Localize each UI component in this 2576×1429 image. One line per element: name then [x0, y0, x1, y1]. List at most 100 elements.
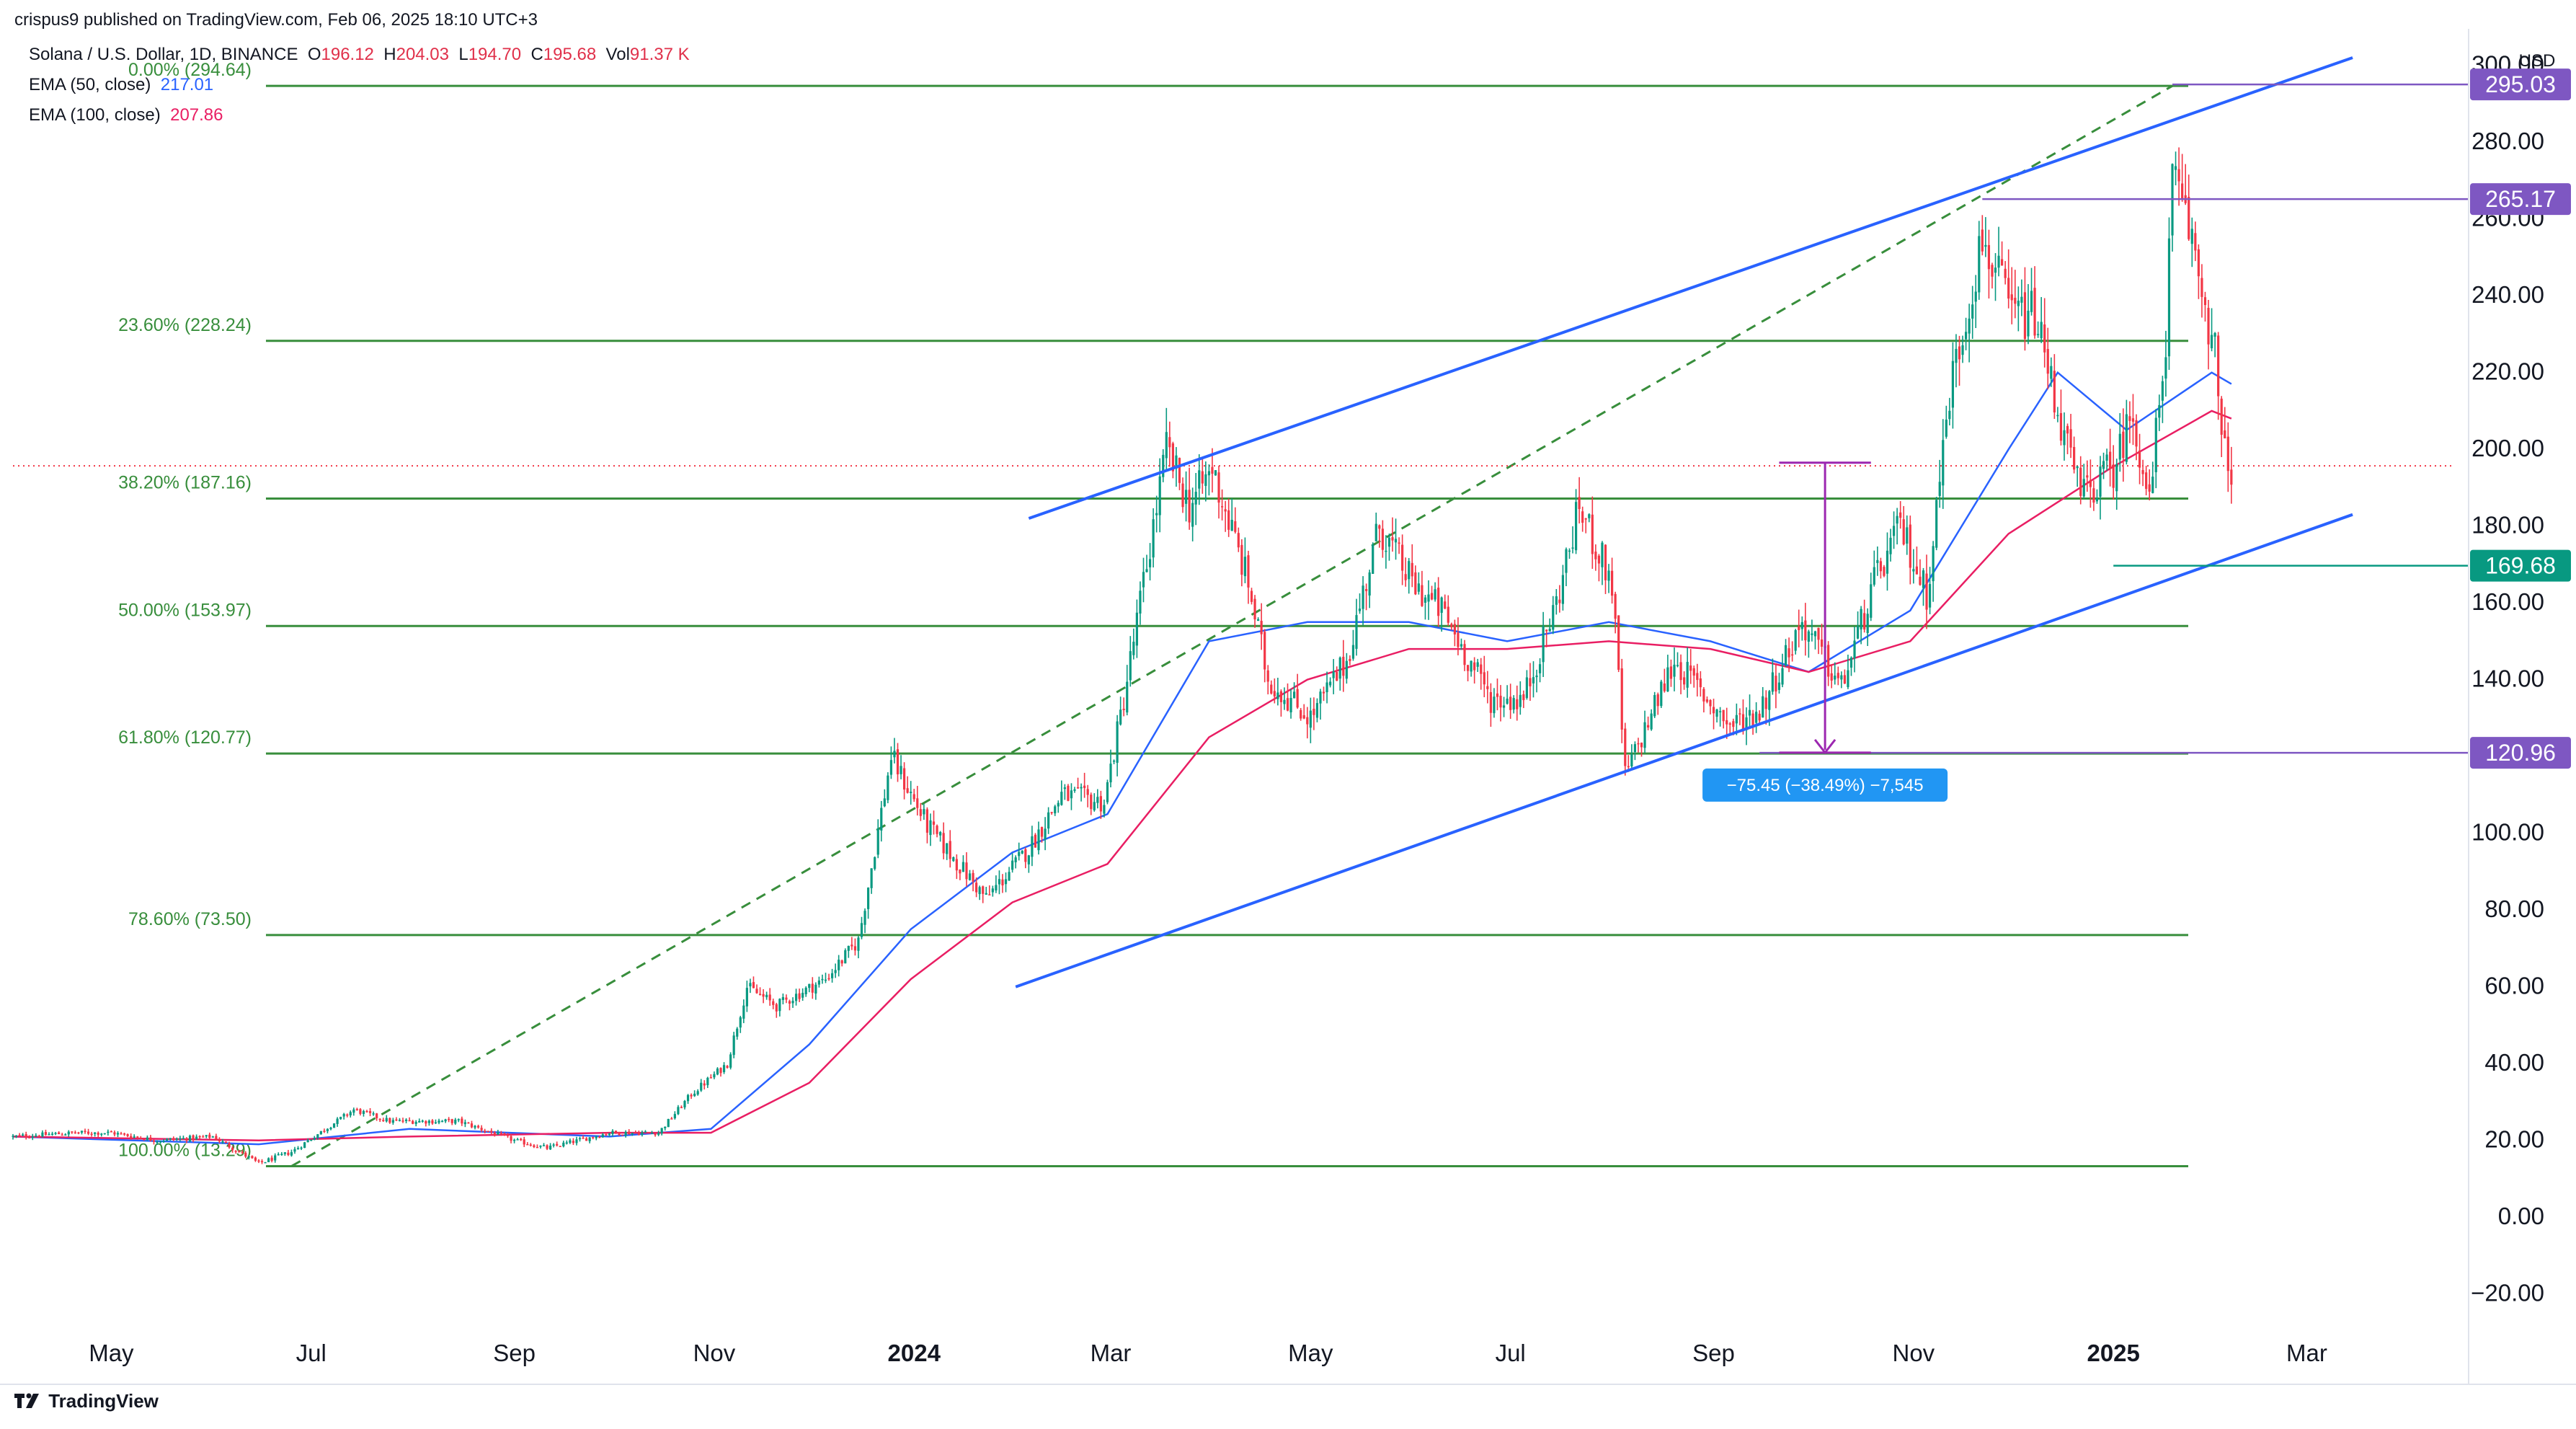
candle-body: [1535, 675, 1538, 678]
legend-ema50-label: EMA (50, close): [29, 75, 151, 94]
candle-body: [372, 1113, 375, 1115]
candle-body: [1889, 537, 1892, 554]
candle-body: [785, 997, 788, 1000]
y-tick-label: 0.00: [2498, 1203, 2544, 1229]
fib-level-label: 23.60% (228.24): [118, 315, 252, 335]
candle-body: [490, 1131, 493, 1133]
candle-body: [110, 1131, 112, 1133]
candle-body: [1735, 714, 1738, 724]
candle-body: [1853, 640, 1856, 659]
price-axis-tag-text: 169.68: [2485, 553, 2556, 579]
candle-body: [1309, 710, 1312, 728]
candle-body: [893, 751, 896, 758]
candle-body: [457, 1119, 460, 1120]
candle-body: [1860, 609, 1862, 629]
candle-body: [936, 826, 938, 834]
candle-body: [116, 1133, 120, 1135]
channel-upper-line[interactable]: [1028, 56, 2353, 520]
candle-body: [998, 879, 1001, 885]
tradingview-logo[interactable]: TradingView: [14, 1390, 159, 1415]
candle-body: [438, 1120, 440, 1123]
candle-body: [159, 1141, 162, 1143]
candle-body: [1027, 855, 1030, 864]
y-tick-label: 200.00: [2471, 435, 2544, 461]
candle-body: [618, 1132, 621, 1136]
candle-body: [2203, 297, 2207, 306]
candle-body: [988, 894, 991, 895]
candle-body: [349, 1112, 352, 1115]
candle-body: [44, 1132, 48, 1136]
candle-body: [1640, 743, 1643, 748]
legend-ema100-row[interactable]: EMA (100, close) 207.86: [29, 105, 223, 125]
candle-body: [1240, 544, 1243, 575]
candle-body: [218, 1139, 221, 1141]
candle-body: [1997, 255, 2000, 268]
candle-body: [123, 1133, 126, 1135]
candle-body: [1834, 676, 1836, 680]
candle-body: [162, 1141, 165, 1143]
candle-body: [418, 1120, 421, 1123]
candle-body: [1256, 619, 1260, 621]
candle-body: [2033, 288, 2036, 336]
candle-body: [857, 937, 860, 951]
candle-body: [1302, 714, 1305, 719]
currency-label: USD: [2519, 51, 2556, 71]
fib-level-label: 61.80% (120.77): [118, 727, 252, 748]
candle-body: [1040, 827, 1044, 837]
candle-body: [1919, 576, 1922, 585]
candle-body: [1047, 812, 1050, 829]
candle-body: [1883, 567, 1886, 576]
candle-body: [35, 1135, 37, 1137]
candle-body: [592, 1136, 595, 1138]
candle-body: [2174, 166, 2177, 170]
candle-body: [1614, 593, 1617, 619]
candle-body: [463, 1122, 466, 1125]
candle-body: [1460, 644, 1463, 647]
candle-body: [1745, 717, 1748, 730]
candle-body: [1738, 713, 1741, 714]
candle-body: [1483, 672, 1485, 685]
candle-body: [2151, 477, 2154, 493]
candle-body: [188, 1136, 192, 1141]
candle-body: [686, 1094, 690, 1102]
candle-body: [552, 1144, 555, 1146]
candle-body: [968, 873, 972, 880]
candle-body: [1057, 802, 1060, 807]
y-tick-label: −20.00: [2471, 1280, 2544, 1306]
candle-body: [215, 1136, 218, 1140]
legend-ema50-row[interactable]: EMA (50, close) 217.01: [29, 75, 213, 95]
channel-lower-line[interactable]: [1015, 513, 2353, 988]
candle-body: [1922, 570, 1925, 588]
candle-body: [1224, 509, 1227, 512]
candle-body: [290, 1152, 293, 1156]
candle-body: [352, 1109, 355, 1113]
candle-body: [1083, 785, 1086, 788]
candle-body: [97, 1133, 99, 1135]
candle-body: [850, 944, 853, 947]
candle-body: [637, 1133, 640, 1136]
candle-body: [1181, 483, 1184, 508]
candle-body: [1362, 585, 1364, 609]
candle-body: [1266, 670, 1269, 682]
legend-close-value: 195.68: [543, 45, 597, 64]
candle-body: [1338, 658, 1341, 679]
candle-body: [1928, 584, 1932, 608]
candle-body: [1974, 291, 1977, 302]
candle-body: [2020, 296, 2023, 303]
candle-body: [506, 1135, 510, 1136]
candle-body: [523, 1139, 525, 1145]
candle-body: [631, 1133, 634, 1135]
candle-body: [2066, 425, 2069, 434]
candle-body: [1325, 682, 1328, 693]
candle-body: [1073, 789, 1076, 791]
candle-body: [499, 1133, 502, 1134]
candle-body: [634, 1132, 637, 1134]
candle-body: [533, 1145, 536, 1147]
candle-body: [2125, 414, 2128, 462]
candle-body: [2158, 404, 2161, 418]
candle-body: [2050, 366, 2053, 379]
candle-body: [1637, 743, 1640, 745]
candle-body: [1777, 682, 1781, 690]
candle-body: [949, 841, 951, 859]
